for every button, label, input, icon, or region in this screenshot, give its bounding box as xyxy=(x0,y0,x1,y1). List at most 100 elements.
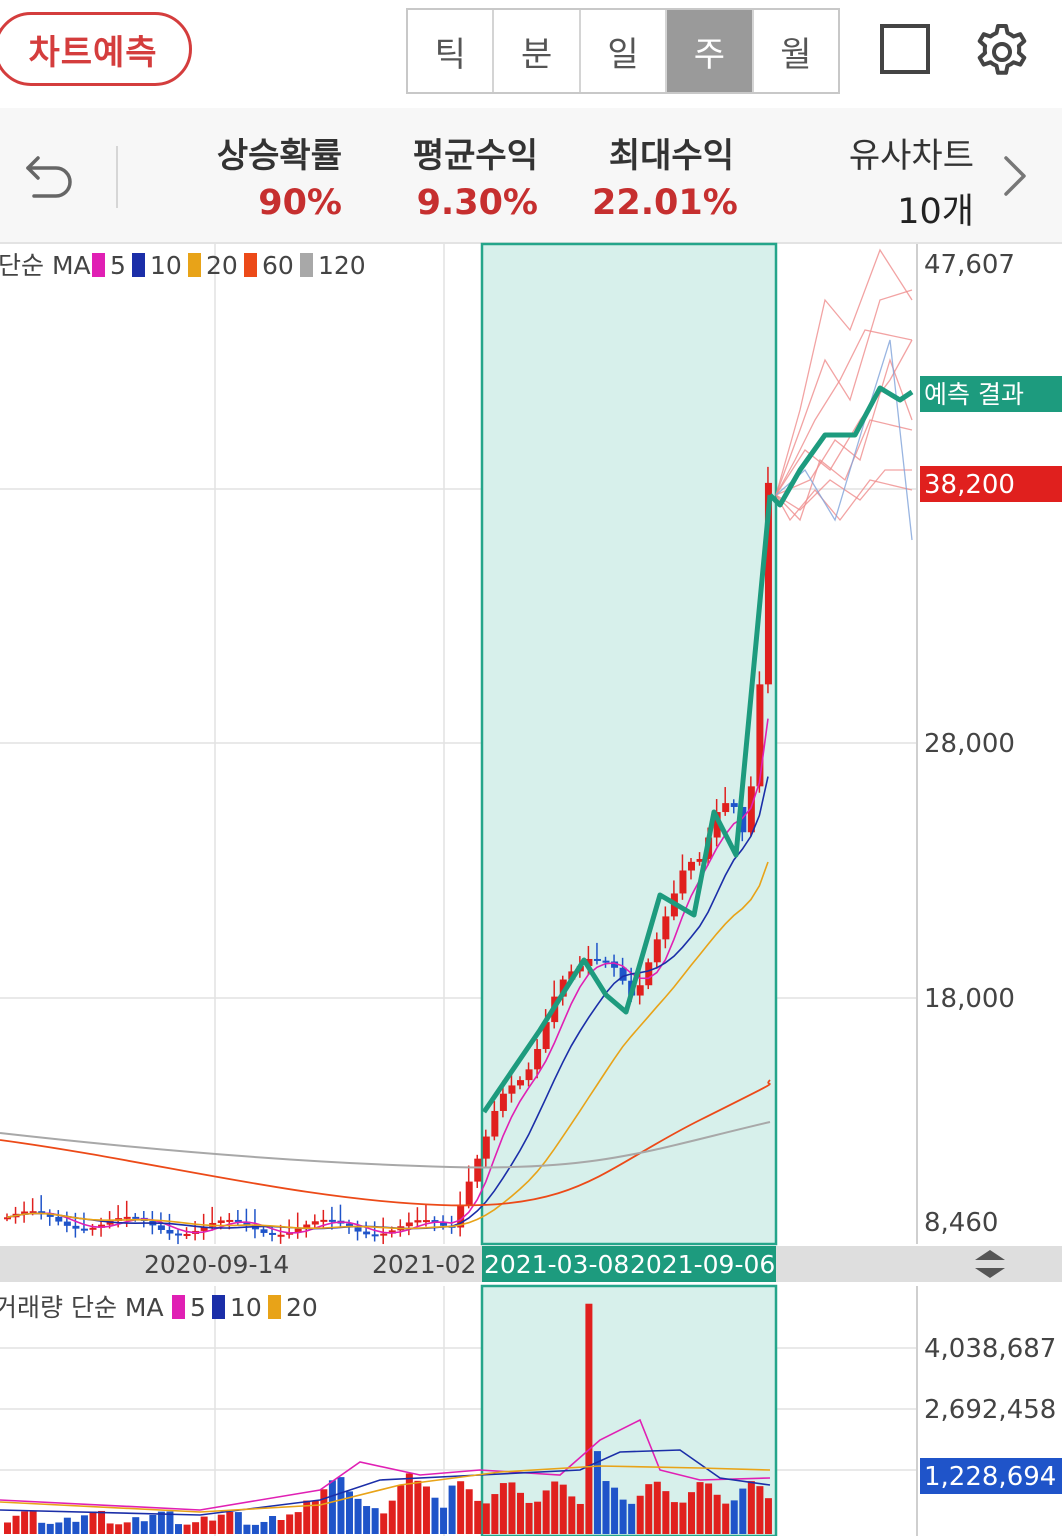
volume-bar xyxy=(380,1513,388,1534)
candle-body xyxy=(405,1222,413,1227)
period-tabs: 틱 분 일 주 월 xyxy=(406,8,840,94)
pattern-highlight-region xyxy=(480,242,778,1246)
volume-bar xyxy=(440,1507,448,1534)
volume-bar xyxy=(722,1503,730,1534)
volume-bar xyxy=(157,1511,165,1534)
candle-body xyxy=(499,1093,507,1111)
volume-bar xyxy=(551,1481,559,1534)
volume-bar xyxy=(482,1503,490,1534)
volume-bar xyxy=(576,1503,584,1534)
candle-body xyxy=(132,1216,140,1219)
candle-body xyxy=(226,1219,234,1222)
candle-body xyxy=(98,1224,106,1228)
pattern-trace-line xyxy=(481,494,773,1114)
volume-bar xyxy=(89,1511,97,1534)
volume-bar xyxy=(619,1499,627,1534)
candle-body xyxy=(602,960,610,963)
candle-body xyxy=(465,1181,473,1205)
chart-predict-button[interactable]: 차트예측 xyxy=(0,12,192,86)
candle-body xyxy=(328,1219,336,1222)
volume-bar xyxy=(388,1500,396,1534)
candle-body xyxy=(200,1226,208,1231)
volume-bar xyxy=(303,1500,311,1534)
vol-ma-10 xyxy=(0,1449,771,1516)
candle-body xyxy=(688,861,695,871)
ma-line-60 xyxy=(0,1079,771,1207)
volume-bar xyxy=(98,1510,106,1534)
vol-legend-swatch-10 xyxy=(212,1295,225,1319)
candle-body xyxy=(55,1216,63,1222)
volume-bar xyxy=(217,1514,225,1534)
candle-body xyxy=(311,1221,319,1225)
candle-body xyxy=(534,1049,542,1070)
volume-bar xyxy=(662,1491,670,1534)
volume-bar xyxy=(72,1521,80,1534)
volume-bar xyxy=(55,1522,63,1534)
volume-bar xyxy=(328,1480,336,1534)
stat-average-return: 평균수익 9.30% xyxy=(396,128,538,223)
candle-body xyxy=(4,1217,11,1220)
candle-body xyxy=(346,1223,353,1228)
volume-legend-prefix: 거래량 단순 MA xyxy=(0,1293,164,1322)
volume-bar xyxy=(645,1484,653,1534)
candle-body xyxy=(320,1219,328,1222)
legend-swatch-5 xyxy=(92,253,105,277)
undo-arrow-icon[interactable] xyxy=(22,148,78,204)
stat-value: 10개 xyxy=(897,192,974,232)
legend-swatch-10 xyxy=(132,253,145,277)
volume-bar xyxy=(508,1482,516,1534)
volume-bar xyxy=(756,1486,764,1534)
candle-body xyxy=(166,1229,174,1234)
ma-line xyxy=(6,861,769,1230)
vol-legend-label-10: 10 xyxy=(230,1293,262,1322)
similar-chart-forecast-lines xyxy=(775,248,913,541)
stock-chart[interactable]: 단순 MA 5 10 20 60 120 47,607 28,000 18,00… xyxy=(0,242,1062,1536)
candle-body xyxy=(269,1232,277,1235)
forecast-line xyxy=(775,419,913,522)
price-axis-label: 8,460 xyxy=(924,1208,998,1238)
stat-similar-charts[interactable]: 유사차트 10개 xyxy=(830,128,974,234)
candle-body xyxy=(593,958,601,961)
candle-body xyxy=(517,1080,524,1086)
candle-body xyxy=(722,803,730,813)
volume-bar xyxy=(149,1514,157,1534)
volume-bar xyxy=(12,1515,20,1534)
volume-bar xyxy=(106,1523,114,1534)
forecast-line xyxy=(775,289,913,496)
gear-icon[interactable] xyxy=(972,22,1032,82)
volume-bar xyxy=(354,1498,362,1534)
volume-bar xyxy=(457,1481,465,1534)
volume-bar xyxy=(764,1498,772,1534)
tab-week[interactable]: 주 xyxy=(667,10,754,92)
candle-body xyxy=(696,859,704,862)
volume-bar xyxy=(234,1512,242,1534)
tab-month[interactable]: 월 xyxy=(780,34,812,75)
volume-bar xyxy=(465,1489,473,1534)
volume-highlight-region xyxy=(480,1284,778,1536)
volume-bar xyxy=(166,1511,174,1534)
tab-minute[interactable]: 분 xyxy=(494,10,581,92)
tab-tick[interactable]: 틱 xyxy=(408,10,495,92)
candle-body xyxy=(89,1227,97,1230)
stat-label: 평균수익 xyxy=(412,136,538,176)
volume-bar xyxy=(337,1477,345,1534)
volume-bar xyxy=(371,1508,379,1534)
vol-legend-swatch-20 xyxy=(268,1295,281,1319)
candle-body xyxy=(183,1234,191,1237)
fullscreen-square-icon[interactable] xyxy=(880,24,930,74)
candle-body xyxy=(388,1230,396,1234)
volume-bar xyxy=(585,1303,593,1534)
volume-bar xyxy=(175,1524,182,1534)
volume-bar xyxy=(132,1517,140,1534)
volume-bar xyxy=(611,1487,619,1534)
predict-result-tag xyxy=(920,376,1062,412)
candle-body xyxy=(653,939,661,963)
volume-bar xyxy=(696,1482,704,1534)
volume-bar xyxy=(243,1524,251,1534)
date-axis-highlight xyxy=(482,1246,776,1282)
panel-resize-handle-icon[interactable] xyxy=(975,1250,1005,1278)
price-axis-label: 28,000 xyxy=(924,729,1015,759)
volume-bars xyxy=(4,1303,772,1534)
tab-day[interactable]: 일 xyxy=(581,10,668,92)
chevron-right-icon[interactable] xyxy=(998,152,1032,200)
